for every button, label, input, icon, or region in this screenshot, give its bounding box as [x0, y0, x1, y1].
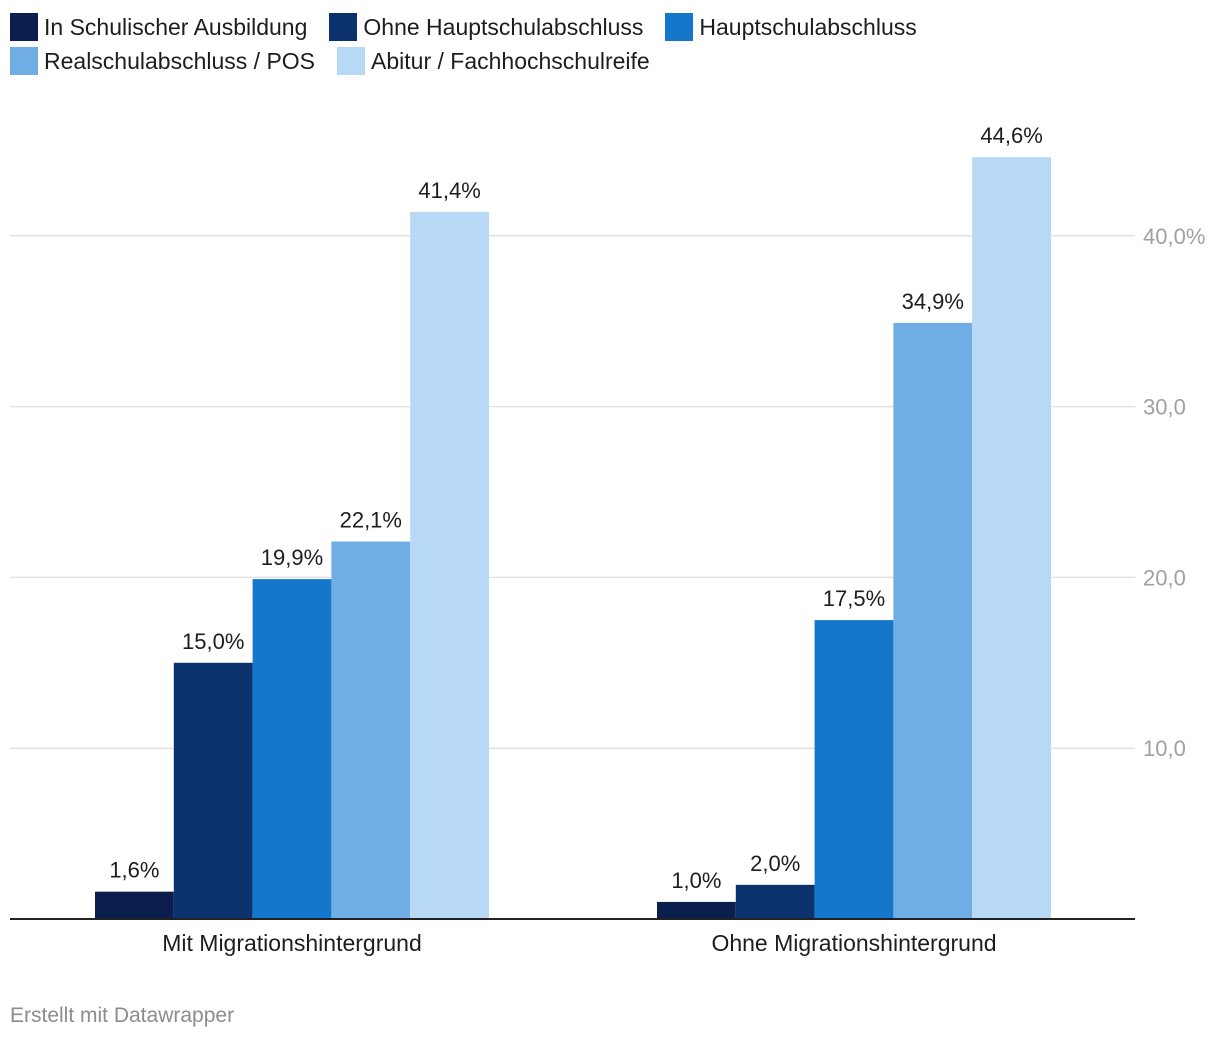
- data-label: 34,9%: [902, 289, 964, 314]
- y-tick-label: 30,0: [1143, 395, 1186, 420]
- bar: [95, 891, 174, 919]
- bar: [735, 884, 815, 919]
- x-tick-label: Mit Migrationshintergrund: [162, 930, 422, 956]
- legend-swatch: [337, 47, 366, 75]
- footer-credit: Erstellt mit Datawrapper: [10, 1004, 235, 1027]
- legend-swatch: [665, 13, 694, 41]
- legend-item-hauptschulabschluss: Hauptschulabschluss: [665, 13, 917, 41]
- legend-label: Ohne Hauptschulabschluss: [363, 13, 644, 40]
- legend-label: Hauptschulabschluss: [699, 13, 917, 40]
- x-tick-label: Ohne Migrationshintergrund: [711, 930, 996, 956]
- legend-label: Realschulabschluss / POS: [44, 47, 316, 74]
- legend-row-1: In Schulischer Ausbildung Ohne Hauptschu…: [10, 10, 1110, 44]
- legend-item-in-schulischer-ausbildung: In Schulischer Ausbildung: [10, 13, 307, 41]
- legend-swatch: [329, 13, 358, 41]
- data-label: 41,4%: [418, 178, 480, 203]
- data-label: 1,0%: [671, 868, 721, 893]
- bar: [173, 662, 253, 919]
- data-label: 22,1%: [340, 508, 402, 533]
- legend-swatch: [10, 13, 38, 41]
- legend-item-abitur-fachhochschulreife: Abitur / Fachhochschulreife: [337, 47, 650, 75]
- data-label: 2,0%: [750, 851, 800, 876]
- bar-chart: 10,0 20,0 30,0 40,0% 1,6% 15,0% 19,9% 22,1% 41,4…: [10, 123, 1205, 956]
- bar: [331, 541, 411, 919]
- bar: [252, 579, 332, 919]
- data-label: 17,5%: [823, 586, 885, 611]
- y-tick-label: 40,0%: [1143, 224, 1205, 249]
- legend-label: Abitur / Fachhochschulreife: [371, 47, 650, 74]
- data-label: 1,6%: [109, 858, 159, 883]
- bar: [893, 322, 973, 920]
- legend-swatch: [10, 47, 38, 75]
- bar: [410, 211, 489, 919]
- bar: [814, 620, 894, 919]
- y-tick-label: 20,0: [1143, 565, 1186, 590]
- legend-item-realschulabschluss-pos: Realschulabschluss / POS: [10, 47, 315, 75]
- data-label: 44,6%: [980, 123, 1042, 148]
- legend-item-ohne-hauptschulabschluss: Ohne Hauptschulabschluss: [329, 13, 643, 41]
- data-label: 19,9%: [261, 545, 323, 570]
- legend: In Schulischer Ausbildung Ohne Hauptschu…: [10, 10, 1110, 78]
- legend-label: In Schulischer Ausbildung: [44, 13, 308, 40]
- legend-row-2: Realschulabschluss / POS Abitur / Fachho…: [10, 44, 1110, 78]
- bar: [972, 157, 1051, 919]
- y-tick-label: 10,0: [1143, 736, 1186, 761]
- data-label: 15,0%: [182, 629, 244, 654]
- bar: [657, 901, 736, 919]
